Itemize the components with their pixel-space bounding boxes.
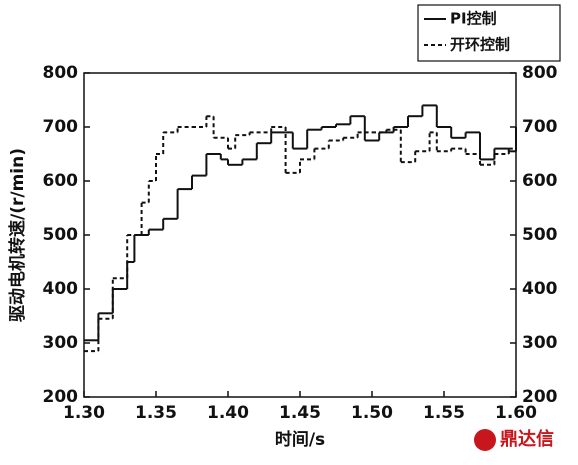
- x-tick-label: 1.50: [351, 403, 393, 423]
- y-tick-label: 800: [43, 63, 79, 83]
- x-tick-label: 1.45: [279, 403, 321, 423]
- y-tick-label: 500: [43, 225, 79, 245]
- legend-box: [417, 4, 561, 62]
- x-tick-label: 1.35: [135, 403, 177, 423]
- x-tick-label: 1.60: [495, 403, 537, 423]
- watermark: 鼎达信: [500, 428, 554, 450]
- x-axis-label: 时间/s: [275, 429, 325, 450]
- y-axis-label: 驱动电机转速/(r/min): [7, 148, 28, 322]
- x-tick-label: 1.55: [423, 403, 465, 423]
- y-tick-label: 300: [43, 333, 79, 353]
- y-tick-label: 700: [43, 117, 79, 137]
- y2-tick-label: 400: [522, 279, 558, 299]
- y2-tick-label: 500: [522, 225, 558, 245]
- legend-label: 开环控制: [450, 36, 510, 54]
- y2-tick-label: 200: [522, 387, 558, 407]
- y-tick-label: 600: [43, 171, 79, 191]
- y2-tick-label: 300: [522, 333, 558, 353]
- y-tick-label: 200: [43, 387, 79, 407]
- y2-tick-label: 800: [522, 63, 558, 83]
- x-tick-label: 1.30: [63, 403, 105, 423]
- y-tick-label: 400: [43, 279, 79, 299]
- legend-label: PI控制: [450, 10, 497, 28]
- y2-tick-label: 600: [522, 171, 558, 191]
- watermark-logo: [474, 429, 496, 451]
- y2-tick-label: 700: [522, 117, 558, 137]
- x-tick-label: 1.40: [207, 403, 249, 423]
